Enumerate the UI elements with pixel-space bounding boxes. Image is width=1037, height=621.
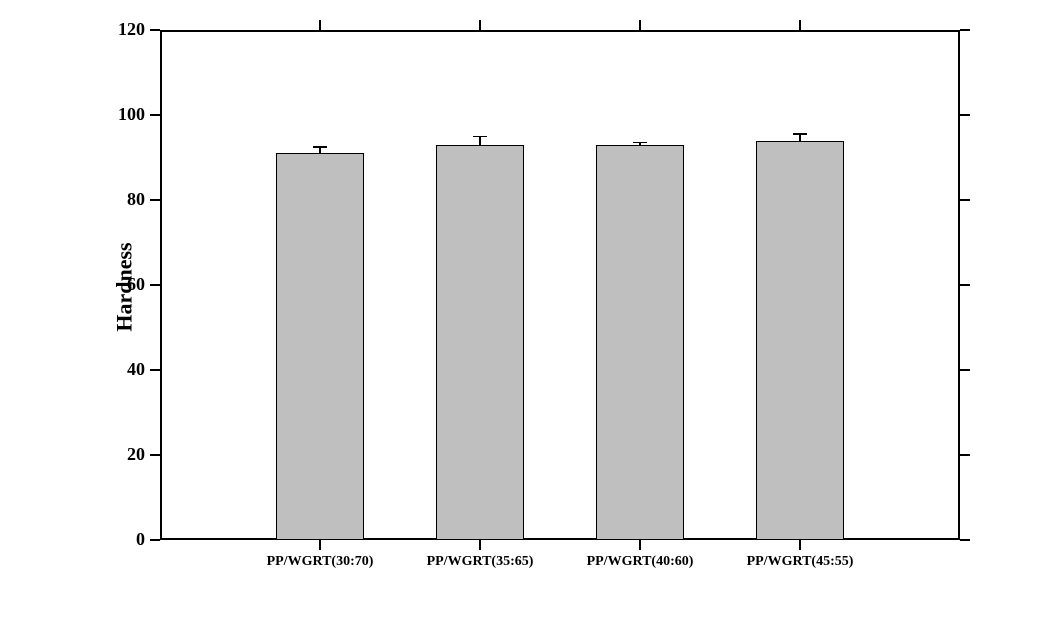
y-tick-label: 120 <box>118 19 145 40</box>
bar <box>276 153 364 540</box>
y-tick-label: 60 <box>127 274 145 295</box>
y-tick <box>960 539 970 541</box>
error-bar <box>479 136 481 145</box>
error-bar-cap <box>313 146 327 148</box>
y-tick <box>960 284 970 286</box>
y-tick <box>960 454 970 456</box>
bar <box>756 141 844 541</box>
x-tick <box>319 20 321 30</box>
x-tick <box>799 20 801 30</box>
y-tick-label: 100 <box>118 104 145 125</box>
bar <box>596 145 684 540</box>
y-tick <box>960 199 970 201</box>
error-bar-cap <box>473 136 487 138</box>
error-bar-cap <box>793 133 807 135</box>
x-tick <box>479 540 481 550</box>
y-tick <box>150 369 160 371</box>
x-tick-label: PP/WGRT(35:65) <box>390 554 570 570</box>
x-tick-label: PP/WGRT(45:55) <box>710 554 890 570</box>
y-tick <box>150 454 160 456</box>
y-tick <box>960 114 970 116</box>
error-bar <box>799 134 801 140</box>
y-tick <box>150 539 160 541</box>
y-tick-label: 40 <box>127 359 145 380</box>
x-tick <box>479 20 481 30</box>
x-tick <box>799 540 801 550</box>
y-tick-label: 0 <box>136 529 145 550</box>
y-tick <box>150 284 160 286</box>
x-tick-label: PP/WGRT(40:60) <box>550 554 730 570</box>
bar <box>436 145 524 540</box>
y-tick-label: 80 <box>127 189 145 210</box>
y-tick <box>150 199 160 201</box>
x-tick <box>639 540 641 550</box>
y-tick <box>960 29 970 31</box>
x-tick <box>639 20 641 30</box>
y-tick-label: 20 <box>127 444 145 465</box>
x-tick <box>319 540 321 550</box>
y-tick <box>150 29 160 31</box>
x-tick-label: PP/WGRT(30:70) <box>230 554 410 570</box>
error-bar <box>319 147 321 153</box>
y-tick <box>150 114 160 116</box>
error-bar-cap <box>633 142 647 144</box>
y-tick <box>960 369 970 371</box>
chart-container: Hardness 020406080100120PP/WGRT(30:70)PP… <box>100 20 970 590</box>
